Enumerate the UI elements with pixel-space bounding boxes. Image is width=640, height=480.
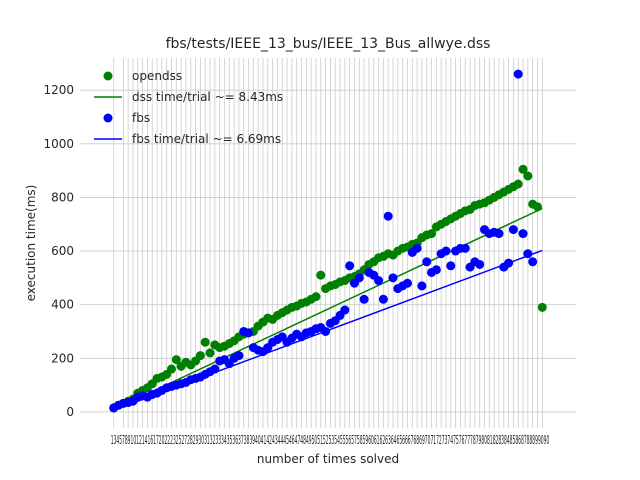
data-point — [340, 305, 350, 315]
y-tick-label: 200 — [51, 351, 74, 365]
legend-label: dss time/trial ~= 8.43ms — [132, 90, 283, 104]
data-point — [441, 246, 451, 256]
data-point — [244, 328, 254, 338]
data-point — [378, 294, 388, 304]
x-axis-label: number of times solved — [257, 452, 399, 466]
data-point — [422, 257, 432, 267]
data-point — [537, 302, 547, 312]
y-tick-label: 600 — [51, 244, 74, 258]
data-point — [518, 229, 528, 239]
data-point — [166, 364, 176, 374]
data-point — [528, 257, 538, 267]
data-point — [210, 364, 220, 374]
y-tick-label: 1000 — [43, 137, 74, 151]
y-tick-label: 400 — [51, 298, 74, 312]
x-tick-labels: 1345789101214161720222325272829303132333… — [111, 433, 550, 447]
data-point — [475, 259, 485, 269]
data-point — [171, 355, 181, 365]
data-point — [321, 326, 331, 336]
data-point — [383, 211, 393, 221]
fit-line — [113, 207, 543, 411]
data-point — [388, 273, 398, 283]
data-point — [195, 351, 205, 361]
legend: opendss dss time/trial ~= 8.43ms fbs fbs ti… — [94, 69, 283, 146]
data-point — [234, 351, 244, 361]
data-point — [427, 229, 437, 239]
data-point — [417, 281, 427, 291]
data-point — [460, 243, 470, 253]
data-point — [316, 270, 326, 280]
data-point — [523, 249, 533, 259]
data-point — [532, 202, 542, 212]
data-point — [523, 171, 533, 181]
legend-label: opendss — [132, 69, 182, 83]
data-point — [431, 265, 441, 275]
data-point — [504, 258, 514, 268]
chart-title: fbs/tests/IEEE_13_bus/IEEE_13_Bus_allwye… — [166, 36, 491, 52]
data-point — [402, 278, 412, 288]
data-point — [446, 261, 456, 271]
series-fbs — [109, 69, 538, 413]
data-point — [513, 69, 523, 79]
data-point — [354, 273, 364, 283]
data-points — [109, 69, 547, 413]
y-tick-label: 800 — [51, 190, 74, 204]
x-axis-ticks: 1345789101214161720222325272829303132333… — [111, 433, 550, 447]
data-point — [374, 276, 384, 286]
y-tick-label: 0 — [66, 405, 74, 419]
legend-label: fbs — [132, 111, 150, 125]
legend-marker — [103, 71, 113, 81]
data-point — [205, 348, 215, 358]
plot-area — [80, 58, 576, 428]
data-point — [412, 243, 422, 253]
y-axis-label: execution time(ms) — [24, 185, 38, 302]
data-point — [311, 292, 321, 302]
data-point — [508, 225, 518, 235]
y-tick-label: 1200 — [43, 83, 74, 97]
data-point — [513, 179, 523, 189]
y-axis-ticks: 0 200 400 600 800 1000 1200 — [43, 83, 74, 419]
data-point — [359, 294, 369, 304]
data-point — [518, 164, 528, 174]
data-point — [345, 261, 355, 271]
data-point — [200, 337, 210, 347]
legend-label: fbs time/trial ~= 6.69ms — [132, 132, 281, 146]
data-point — [494, 229, 504, 239]
legend-marker — [103, 113, 113, 123]
